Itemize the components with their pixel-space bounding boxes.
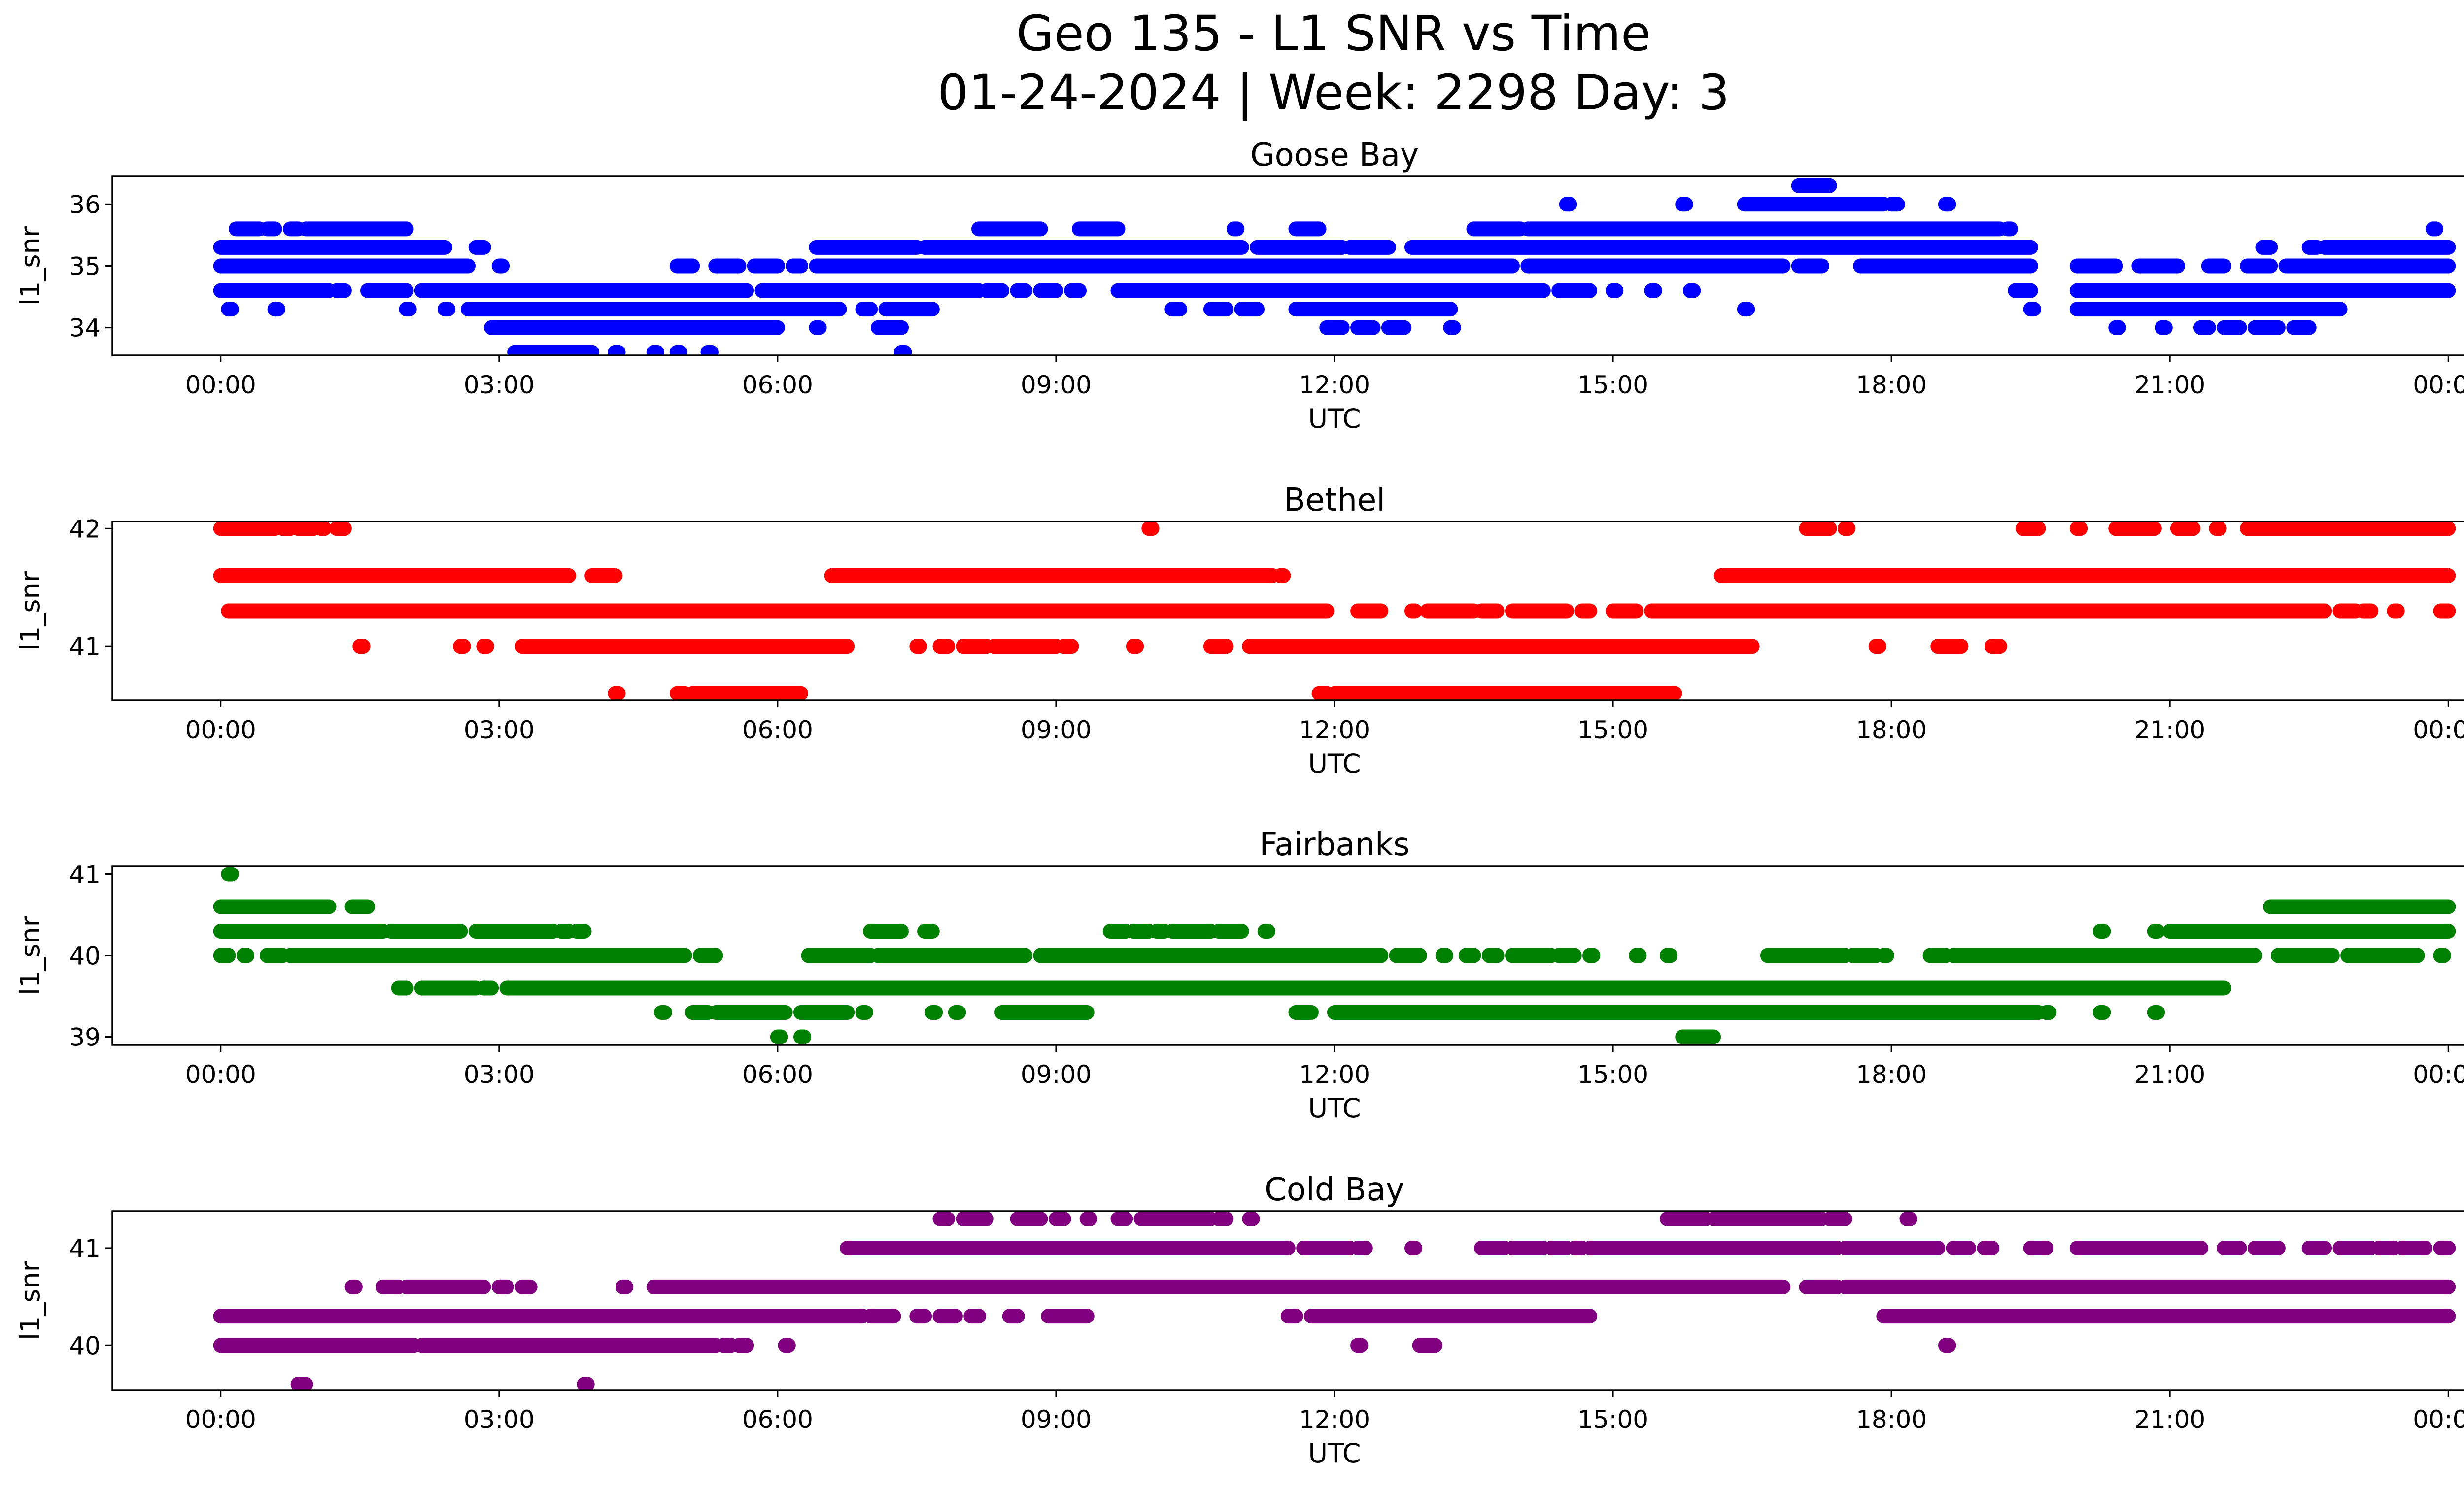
x-tick-label: 21:00	[2134, 371, 2205, 399]
scatter-points	[213, 1211, 2456, 1390]
y-tick-label: 41	[69, 632, 101, 661]
x-tick-label: 15:00	[1577, 1405, 1648, 1434]
x-tick-label: 21:00	[2134, 716, 2205, 744]
x-tick-label: 00:00	[185, 371, 256, 399]
x-tick-label: 03:00	[464, 371, 535, 399]
figure-title-line2: 01-24-2024 | Week: 2298 Day: 3	[937, 65, 1729, 121]
y-tick-label: 40	[69, 1331, 101, 1360]
x-tick-label: 00:00	[2413, 1060, 2464, 1089]
subplot-bethel: Bethel 00:00 03:00 06:00 09:00 12:00 15:00 18:0…	[15, 482, 2464, 779]
x-tick-label: 18:00	[1856, 1060, 1927, 1089]
x-tick-label: 03:00	[464, 716, 535, 744]
x-tick-label: 15:00	[1577, 371, 1648, 399]
y-tick-label: 36	[69, 190, 101, 219]
subplot-title: Goose Bay	[1250, 137, 1419, 174]
x-tick-label: 12:00	[1299, 371, 1370, 399]
subplot-goose-bay: Goose Bay 00:00 03:00 06:00 09:00 12:00 15:00 1…	[15, 137, 2464, 434]
y-tick-label: 39	[69, 1023, 101, 1052]
subplot-title: Bethel	[1284, 482, 1385, 519]
x-tick-label: 12:00	[1299, 1060, 1370, 1089]
subplot-cold-bay: Cold Bay 00:00 03:00 06:00 09:00 12:00 15:00 18…	[15, 1172, 2464, 1469]
y-axis-label: l1_snr	[15, 1260, 46, 1340]
y-axis-label: l1_snr	[15, 226, 46, 306]
x-axis-label: UTC	[1308, 748, 1361, 779]
x-axis-label: UTC	[1308, 1093, 1361, 1124]
y-tick-label: 34	[69, 314, 101, 343]
x-tick-label: 09:00	[1021, 371, 1092, 399]
x-tick-label: 09:00	[1021, 1060, 1092, 1089]
x-tick-label: 06:00	[742, 1405, 813, 1434]
y-tick-label: 40	[69, 942, 101, 971]
y-axis-label: l1_snr	[15, 915, 46, 995]
x-tick-label: 00:00	[185, 716, 256, 744]
x-tick-label: 00:00	[185, 1060, 256, 1089]
y-tick-label: 42	[69, 515, 101, 543]
x-tick-label: 06:00	[742, 371, 813, 399]
x-tick-label: 03:00	[464, 1405, 535, 1434]
x-axis-label: UTC	[1308, 1438, 1361, 1469]
x-tick-label: 00:00	[2413, 1405, 2464, 1434]
subplot-fairbanks: Fairbanks 00:00 03:00 06:00 09:00 12:00 15:00 1…	[15, 827, 2464, 1124]
y-tick-label: 35	[69, 252, 101, 281]
scatter-points	[213, 867, 2456, 1044]
x-tick-label: 06:00	[742, 1060, 813, 1089]
x-tick-label: 06:00	[742, 716, 813, 744]
x-tick-label: 21:00	[2134, 1060, 2205, 1089]
x-tick-label: 09:00	[1021, 1405, 1092, 1434]
x-axis-label: UTC	[1308, 403, 1361, 434]
subplot-title: Cold Bay	[1265, 1172, 1404, 1208]
y-axis-label: l1_snr	[15, 571, 46, 651]
x-tick-label: 15:00	[1577, 716, 1648, 744]
y-tick-label: 41	[69, 861, 101, 889]
x-tick-label: 09:00	[1021, 716, 1092, 744]
x-tick-label: 00:00	[2413, 371, 2464, 399]
scatter-points	[213, 178, 2456, 355]
subplot-title: Fairbanks	[1259, 827, 1409, 863]
scatter-points	[213, 522, 2456, 700]
subplots: Goose Bay 00:00 03:00 06:00 09:00 12:00 15:00 1…	[15, 137, 2464, 1469]
x-tick-label: 00:00	[185, 1405, 256, 1434]
x-tick-label: 15:00	[1577, 1060, 1648, 1089]
figure-title-line1: Geo 135 - L1 SNR vs Time	[1016, 5, 1651, 62]
x-tick-label: 00:00	[2413, 716, 2464, 744]
y-tick-label: 41	[69, 1234, 101, 1263]
x-tick-label: 18:00	[1856, 716, 1927, 744]
x-tick-label: 21:00	[2134, 1405, 2205, 1434]
x-tick-label: 12:00	[1299, 1405, 1370, 1434]
x-tick-label: 03:00	[464, 1060, 535, 1089]
x-tick-label: 12:00	[1299, 716, 1370, 744]
x-tick-label: 18:00	[1856, 371, 1927, 399]
x-tick-label: 18:00	[1856, 1405, 1927, 1434]
